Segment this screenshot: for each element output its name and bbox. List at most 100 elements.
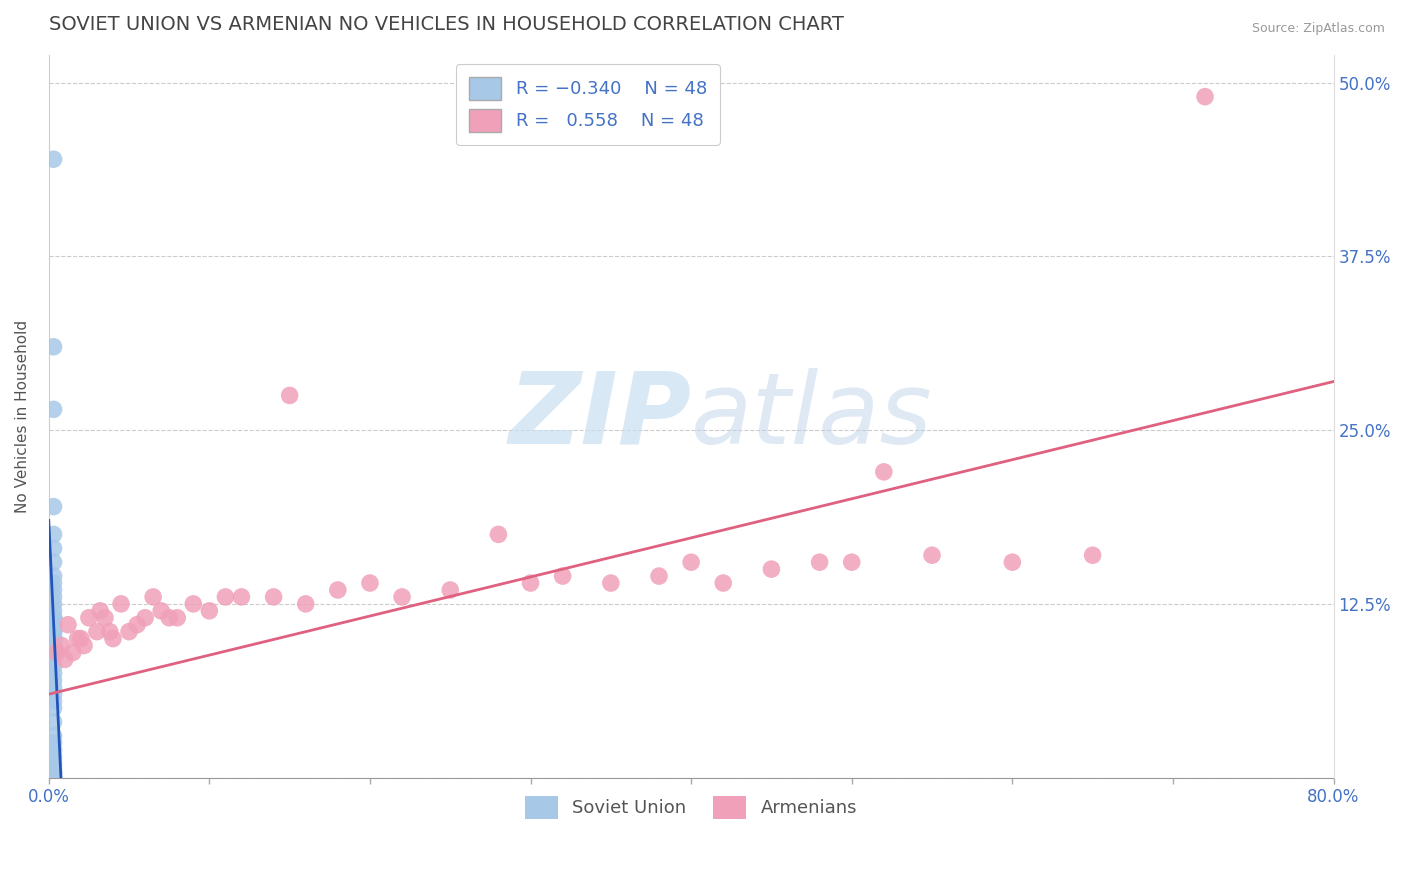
Text: ZIP: ZIP xyxy=(508,368,692,465)
Point xyxy=(42,624,65,639)
Point xyxy=(42,687,65,701)
Point xyxy=(294,597,316,611)
Point xyxy=(198,604,221,618)
Point xyxy=(519,576,541,591)
Point xyxy=(1194,89,1216,103)
Point xyxy=(681,555,703,569)
Text: SOVIET UNION VS ARMENIAN NO VEHICLES IN HOUSEHOLD CORRELATION CHART: SOVIET UNION VS ARMENIAN NO VEHICLES IN … xyxy=(49,15,844,34)
Point xyxy=(263,590,285,604)
Point xyxy=(42,576,65,591)
Point xyxy=(42,701,65,715)
Point xyxy=(42,632,65,646)
Point xyxy=(42,694,65,708)
Point xyxy=(214,590,236,604)
Point xyxy=(73,639,96,653)
Point xyxy=(125,617,148,632)
Point xyxy=(808,555,831,569)
Point xyxy=(70,632,93,646)
Point xyxy=(42,652,65,666)
Text: atlas: atlas xyxy=(692,368,932,465)
Point xyxy=(94,611,117,625)
Point xyxy=(439,582,461,597)
Point xyxy=(77,611,100,625)
Legend: Soviet Union, Armenians: Soviet Union, Armenians xyxy=(519,789,865,826)
Point xyxy=(42,743,65,757)
Point xyxy=(42,632,65,646)
Point xyxy=(486,527,509,541)
Point xyxy=(51,639,73,653)
Point xyxy=(56,617,79,632)
Point xyxy=(42,639,65,653)
Point xyxy=(921,548,943,562)
Point xyxy=(711,576,734,591)
Point xyxy=(42,541,65,556)
Point xyxy=(42,673,65,688)
Point xyxy=(873,465,896,479)
Point xyxy=(42,604,65,618)
Point xyxy=(42,624,65,639)
Point xyxy=(53,652,76,666)
Point xyxy=(42,756,65,771)
Text: Source: ZipAtlas.com: Source: ZipAtlas.com xyxy=(1251,22,1385,36)
Point xyxy=(42,611,65,625)
Point xyxy=(42,611,65,625)
Point xyxy=(110,597,132,611)
Point xyxy=(42,590,65,604)
Point xyxy=(166,611,188,625)
Point xyxy=(42,617,65,632)
Point xyxy=(42,340,65,354)
Point xyxy=(42,646,65,660)
Point xyxy=(231,590,253,604)
Point xyxy=(42,771,65,785)
Point xyxy=(150,604,173,618)
Point xyxy=(42,152,65,166)
Point xyxy=(42,569,65,583)
Point xyxy=(42,611,65,625)
Point xyxy=(42,666,65,681)
Point xyxy=(42,714,65,729)
Point xyxy=(326,582,349,597)
Point xyxy=(42,402,65,417)
Point xyxy=(42,736,65,750)
Point xyxy=(42,632,65,646)
Point xyxy=(181,597,204,611)
Point xyxy=(101,632,124,646)
Point xyxy=(42,500,65,514)
Point xyxy=(142,590,165,604)
Point xyxy=(157,611,180,625)
Point xyxy=(42,646,65,660)
Point xyxy=(42,597,65,611)
Point xyxy=(42,639,65,653)
Point xyxy=(66,632,89,646)
Point xyxy=(551,569,574,583)
Point xyxy=(42,646,65,660)
Point xyxy=(42,764,65,778)
Point xyxy=(98,624,121,639)
Point xyxy=(42,749,65,764)
Point xyxy=(42,555,65,569)
Point xyxy=(599,576,621,591)
Y-axis label: No Vehicles in Household: No Vehicles in Household xyxy=(15,319,30,513)
Point xyxy=(1081,548,1104,562)
Point xyxy=(62,646,84,660)
Point xyxy=(1001,555,1024,569)
Point xyxy=(42,582,65,597)
Point xyxy=(134,611,156,625)
Point xyxy=(761,562,783,576)
Point xyxy=(42,729,65,743)
Point xyxy=(118,624,141,639)
Point xyxy=(278,388,301,402)
Point xyxy=(42,632,65,646)
Point xyxy=(42,624,65,639)
Point xyxy=(86,624,108,639)
Point xyxy=(42,617,65,632)
Point xyxy=(841,555,863,569)
Point xyxy=(42,617,65,632)
Point xyxy=(42,527,65,541)
Point xyxy=(359,576,381,591)
Point xyxy=(45,646,67,660)
Point xyxy=(42,659,65,673)
Point xyxy=(89,604,111,618)
Point xyxy=(391,590,413,604)
Point xyxy=(42,680,65,694)
